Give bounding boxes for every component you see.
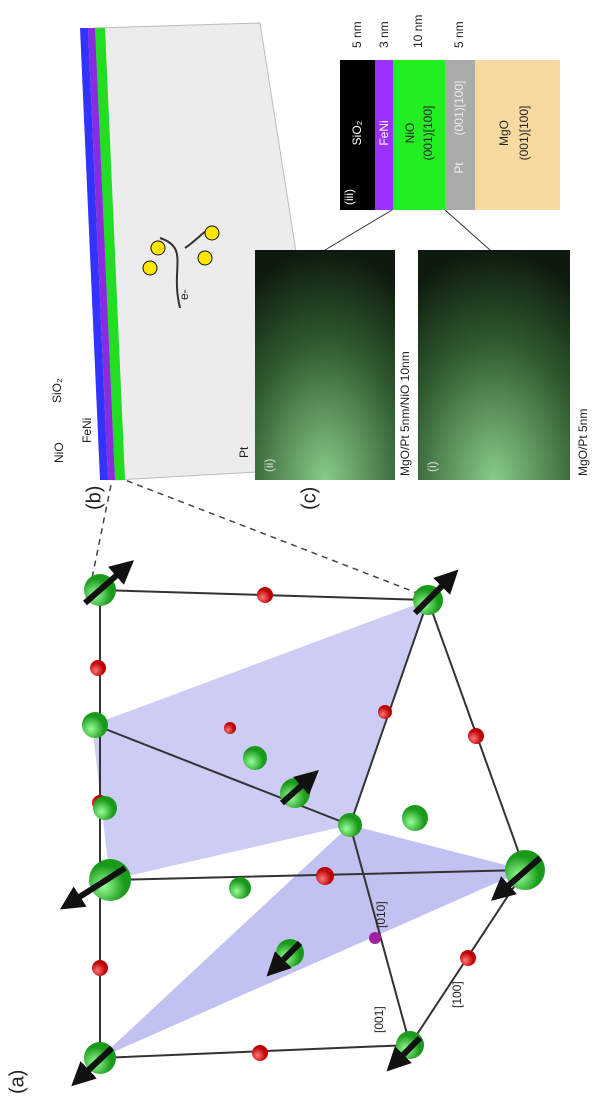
image-tag: (ii) [262, 459, 276, 472]
nickel-atom [93, 796, 117, 820]
electron-label: e- [177, 289, 191, 300]
oxygen-atom [378, 705, 392, 719]
panel-label: (b) [83, 486, 105, 510]
nickel-atom [229, 877, 251, 899]
layer-name: SiO₂ [350, 120, 364, 145]
rheed-image [255, 250, 395, 480]
rheed-image [418, 250, 570, 480]
layer-thickness: 10 nm [411, 15, 425, 48]
oxygen-atom [224, 722, 236, 734]
nickel-atom [82, 712, 108, 738]
connector [445, 210, 490, 250]
layer-label: SiO₂ [50, 378, 64, 403]
layer-orientation: (001)[100] [517, 106, 531, 161]
stack-tag: (iii) [342, 189, 356, 205]
oxygen-atom [316, 867, 334, 885]
connector [325, 210, 392, 250]
nickel-atom [338, 813, 362, 837]
layer-thickness: 5 nm [350, 21, 364, 48]
layer-name: MgO [497, 120, 511, 146]
nickel-atom [243, 746, 267, 770]
layer-orientation: (001)[100] [421, 106, 435, 161]
direction-label: [100] [450, 981, 464, 1008]
oxygen-atom [92, 960, 108, 976]
oxygen-atom [369, 932, 381, 944]
oxygen-atom [252, 1045, 268, 1061]
layer-thickness: 3 nm [377, 21, 391, 48]
spin-ball [143, 261, 157, 275]
spin-ball [198, 251, 212, 265]
oxygen-atom [460, 950, 476, 966]
page: {"panel_a": {"label": "(a)", "directions… [0, 0, 595, 1108]
substrate-label: Pt [237, 446, 251, 458]
layer-label: FeNi [80, 418, 94, 443]
nickel-atom [402, 805, 428, 831]
layer-name: Pt [452, 162, 466, 174]
panel-label: (a) [6, 1070, 28, 1094]
layer-thickness: 5 nm [452, 21, 466, 48]
nio-layer [393, 60, 445, 210]
panel-label: (c) [298, 487, 320, 510]
layer-orientation: (001)[100] [452, 81, 466, 136]
image-caption: MgO/Pt 5nm [576, 409, 590, 476]
zoom-line [125, 480, 430, 598]
layer-label: NiO [52, 442, 66, 463]
image-caption: MgO/Pt 5nm/NiO 10nm [398, 351, 412, 476]
image-tag: (i) [425, 461, 439, 472]
oxygen-atom [90, 660, 106, 676]
rotated-figure: (a) [0 [6, 15, 590, 1094]
spin-ball [151, 241, 165, 255]
oxygen-atom [468, 728, 484, 744]
spin-ball [205, 226, 219, 240]
figure: (a) [0 [0, 0, 595, 1108]
direction-label: [001] [372, 1006, 386, 1033]
layer-name: FeNi [377, 120, 391, 145]
oxygen-atom [257, 587, 273, 603]
direction-label: [010] [374, 901, 388, 928]
layer-name: NiO [403, 123, 417, 144]
